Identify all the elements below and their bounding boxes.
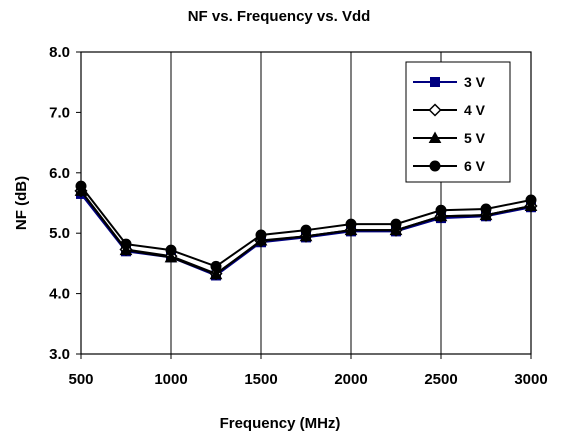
legend-label-3v: 3 V: [464, 74, 486, 90]
x-tick-label: 2500: [424, 371, 457, 388]
legend-marker-6v: [429, 160, 441, 172]
data-point-6v: [300, 224, 312, 236]
data-point-6v: [525, 194, 537, 206]
data-point-6v: [75, 180, 87, 192]
data-point-5v: [524, 199, 538, 212]
x-tick-label: 1500: [244, 371, 277, 388]
legend-marker-5v: [428, 131, 442, 143]
data-point-6v: [120, 238, 132, 250]
gridlines: [170, 52, 442, 354]
legend-marker-3v: [430, 77, 440, 87]
data-point-5v: [299, 229, 313, 242]
data-point-6v: [345, 218, 357, 230]
y-tick-label: 7.0: [49, 104, 70, 121]
data-point-6v: [480, 203, 492, 215]
legend-item-5v: 5 V: [413, 130, 486, 146]
x-tick-label: 2000: [334, 371, 367, 388]
y-axis: 3.0 4.0 5.0 6.0 7.0 8.0: [49, 44, 81, 363]
data-point-5v: [209, 267, 223, 280]
y-tick-label: 5.0: [49, 225, 70, 242]
y-tick-label: 8.0: [49, 44, 70, 61]
data-point-5v: [119, 243, 133, 256]
data-point-6v: [210, 260, 222, 272]
legend: 3 V 4 V 5 V 6 V: [405, 61, 511, 183]
data-point-6v: [165, 244, 177, 256]
x-tick-label: 500: [68, 371, 93, 388]
data-point-5v: [479, 208, 493, 221]
series-layer: [74, 180, 538, 281]
legend-label-5v: 5 V: [464, 130, 486, 146]
y-axis-label: NF (dB): [13, 176, 30, 230]
legend-item-3v: 3 V: [413, 74, 486, 90]
legend-item-6v: 6 V: [413, 158, 486, 174]
data-point-5v: [344, 223, 358, 236]
series-6v: [75, 180, 537, 272]
x-tick-label: 3000: [514, 371, 547, 388]
data-point-5v: [389, 223, 403, 236]
x-axis: 500 1000 1500 2000 2500 3000: [68, 354, 548, 388]
chart-title: NF vs. Frequency vs. Vdd: [188, 8, 371, 25]
legend-item-4v: 4 V: [413, 102, 486, 118]
data-point-6v: [390, 218, 402, 230]
y-tick-label: 6.0: [49, 165, 70, 182]
data-point-5v: [434, 209, 448, 222]
legend-marker-4v: [428, 103, 442, 117]
x-tick-label: 1000: [154, 371, 187, 388]
legend-label-6v: 6 V: [464, 158, 486, 174]
data-point-6v: [255, 229, 267, 241]
series-5v: [74, 184, 538, 280]
data-point-6v: [435, 204, 447, 216]
y-tick-label: 3.0: [49, 346, 70, 363]
legend-label-4v: 4 V: [464, 102, 486, 118]
y-tick-label: 4.0: [49, 286, 70, 303]
legend-box: [405, 61, 511, 183]
data-point-5v: [164, 250, 178, 263]
x-axis-label: Frequency (MHz): [220, 415, 341, 432]
